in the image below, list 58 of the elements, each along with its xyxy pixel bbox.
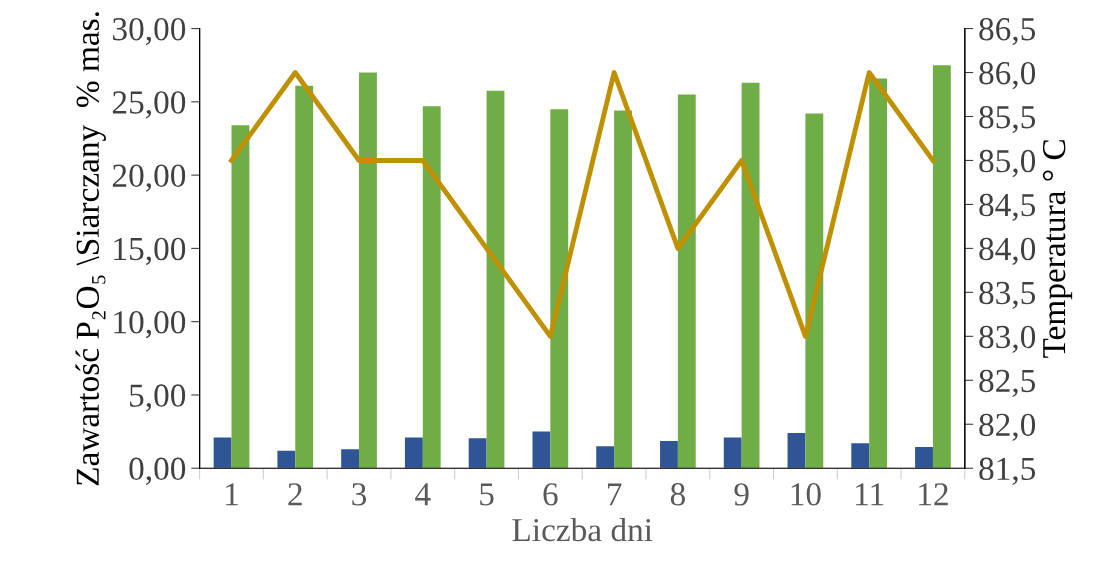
x-tick-label: 7 <box>607 483 622 506</box>
bar <box>213 437 232 469</box>
x-tick-label: 5 <box>480 483 494 506</box>
bar <box>231 125 250 469</box>
bar <box>596 446 615 469</box>
bar <box>295 85 314 469</box>
bar <box>404 437 423 469</box>
y-tick-label: 5,00 <box>130 384 186 412</box>
bar <box>277 450 296 469</box>
bar <box>741 82 760 469</box>
bar <box>851 443 870 469</box>
y-tick-label: 20,00 <box>112 164 186 192</box>
x-tick-label: 10 <box>791 483 821 506</box>
y2-tick-label: 81,5 <box>979 457 1036 485</box>
bar <box>532 431 551 469</box>
x-tick-label: 3 <box>352 483 367 506</box>
y-tick-label: 0,00 <box>129 457 186 485</box>
y2-axis-title: Temperatura ° C <box>1042 140 1073 358</box>
x-tick-label: 8 <box>670 483 685 506</box>
bar <box>468 438 487 469</box>
y2-tick-label: 86,5 <box>979 17 1036 46</box>
y2-tick-label: 86,0 <box>979 61 1036 90</box>
line-series <box>229 70 936 339</box>
y-axis-title: Zawartość P₂O₅ \Siarczany % mas. <box>75 12 106 486</box>
x-tick-label: 12 <box>919 483 948 506</box>
y2-tick-label: 85,0 <box>979 149 1036 178</box>
y-tick-label: 25,00 <box>112 91 186 119</box>
x-tick-label: 9 <box>734 483 749 506</box>
y-tick-label: 10,00 <box>114 311 186 339</box>
bar <box>787 433 806 469</box>
bar <box>805 113 824 469</box>
bar <box>486 90 505 469</box>
x-axis-title: Liczba dni <box>512 517 653 542</box>
bar <box>915 446 933 469</box>
y-tick-label: 15,00 <box>114 237 186 266</box>
bar <box>869 78 888 469</box>
y2-tick-label: 82,5 <box>979 369 1036 397</box>
bar <box>677 94 696 469</box>
bar <box>614 110 632 469</box>
y2-tick-label: 85,5 <box>979 105 1036 134</box>
bar <box>550 109 569 469</box>
bar <box>660 441 678 469</box>
x-tick-label: 2 <box>288 483 302 506</box>
bar <box>359 72 377 469</box>
x-tick-label: 4 <box>415 483 431 506</box>
y2-tick-label: 82,0 <box>979 413 1036 441</box>
bar <box>422 106 441 469</box>
y2-tick-label: 84,0 <box>979 237 1036 266</box>
y2-tick-label: 83,5 <box>979 281 1036 310</box>
x-tick-label: 11 <box>856 483 884 506</box>
y2-tick-label: 83,0 <box>979 325 1036 354</box>
y2-tick-label: 84,5 <box>979 193 1036 222</box>
bar <box>723 437 742 469</box>
x-tick-label: 1 <box>226 483 238 506</box>
x-tick-label: 6 <box>543 483 558 506</box>
y-tick-label: 30,00 <box>113 17 186 46</box>
bar <box>341 449 360 469</box>
bar <box>932 65 951 469</box>
